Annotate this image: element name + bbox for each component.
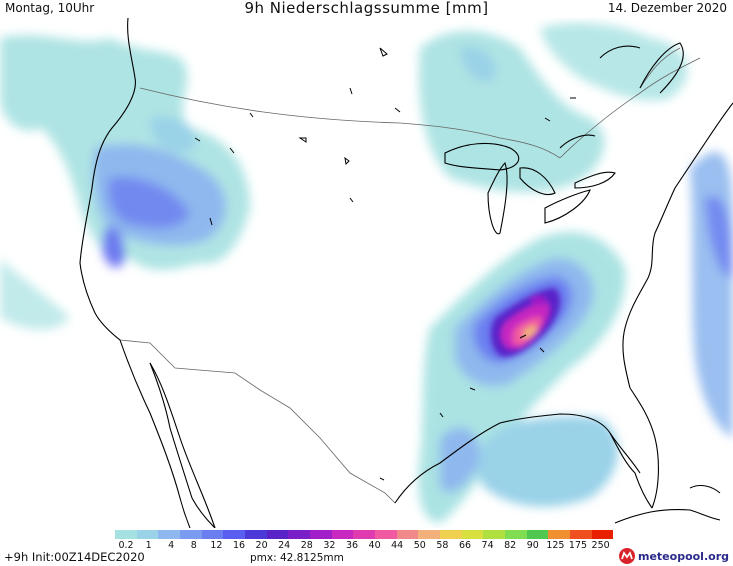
color-scale-label: 0.2 xyxy=(118,540,134,551)
color-scale-swatch xyxy=(548,530,571,539)
color-scale-swatch xyxy=(375,530,397,539)
color-scale-swatch xyxy=(483,530,506,539)
color-scale-swatch xyxy=(223,530,246,539)
color-scale-swatch xyxy=(288,530,311,539)
meteopool-logo-icon xyxy=(619,548,635,564)
color-scale-label: 20 xyxy=(255,540,268,551)
color-scale-label: 125 xyxy=(546,540,565,551)
color-scale-label: 36 xyxy=(345,540,359,551)
precipitation-field xyxy=(0,22,733,524)
color-scale-swatch xyxy=(505,530,527,539)
color-scale-label: 32 xyxy=(323,540,336,551)
color-scale-swatch xyxy=(245,530,267,539)
color-scale-labels: 0.2 1 4 8 12 16 20 24 28 32 36 40 44 50 58 66 74 82 90 125 1… xyxy=(110,540,630,552)
lakes xyxy=(194,47,576,481)
meteopool-logo-text: meteopool.org xyxy=(638,549,729,563)
precipitation-map xyxy=(0,18,733,528)
color-scale-swatch xyxy=(591,530,614,539)
color-scale-swatch xyxy=(136,530,159,539)
color-scale-label: 74 xyxy=(481,540,494,551)
color-scale-swatch xyxy=(353,530,376,539)
color-scale-label: 24 xyxy=(278,540,291,551)
color-scale-label: 28 xyxy=(300,540,313,551)
meteopool-logo[interactable]: meteopool.org xyxy=(618,547,729,565)
color-scale xyxy=(115,530,614,539)
forecast-date: 14. Dezember 2020 xyxy=(607,1,727,15)
color-scale-label: 250 xyxy=(591,540,610,551)
color-scale-label: 58 xyxy=(436,540,449,551)
max-precipitation: pmx: 42.8125mm xyxy=(250,552,344,564)
color-scale-swatch xyxy=(570,530,592,539)
forecast-day: Montag, 10Uhr xyxy=(5,1,95,15)
color-scale-label: 50 xyxy=(413,540,426,551)
map-footer: 0.2 1 4 8 12 16 20 24 28 32 36 40 44 50 58 66 74 82 90 125 1… xyxy=(0,528,733,566)
color-scale-label: 44 xyxy=(391,540,404,551)
color-scale-label: 12 xyxy=(210,540,223,551)
color-scale-label: 8 xyxy=(190,540,197,551)
color-scale-label: 90 xyxy=(526,540,539,551)
color-scale-label: 1 xyxy=(145,540,152,551)
color-scale-label: 40 xyxy=(368,540,381,551)
color-scale-swatch xyxy=(266,530,289,539)
color-scale-label: 16 xyxy=(232,540,246,551)
color-scale-label: 175 xyxy=(568,540,588,551)
color-scale-swatch xyxy=(310,530,332,539)
coastlines xyxy=(79,18,733,528)
color-scale-swatch xyxy=(526,530,549,539)
precipitation-core xyxy=(490,288,561,357)
color-scale-label: 82 xyxy=(504,540,517,551)
color-scale-swatch xyxy=(461,530,484,539)
color-scale-swatch xyxy=(201,530,224,539)
color-scale-swatch xyxy=(396,530,419,539)
model-run-info: +9h Init:00Z14DEC2020 xyxy=(4,550,145,564)
color-scale-swatch xyxy=(331,530,354,539)
map-title: 9h Niederschlagssumme [mm] xyxy=(244,0,489,17)
color-scale-label: 4 xyxy=(168,540,175,551)
color-scale-swatch xyxy=(158,530,181,539)
color-scale-label: 66 xyxy=(458,540,472,551)
color-scale-swatch xyxy=(115,530,137,539)
color-scale-swatch xyxy=(418,530,441,539)
color-scale-swatch xyxy=(440,530,462,539)
color-scale-swatch xyxy=(180,530,202,539)
